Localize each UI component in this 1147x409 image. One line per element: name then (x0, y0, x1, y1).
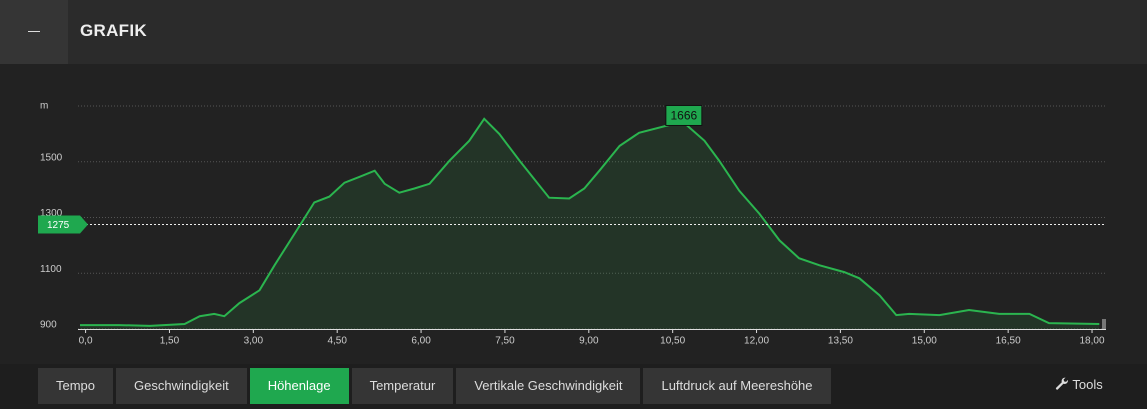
tab[interactable]: Tempo (38, 368, 114, 404)
y-tick-label: 1500 (40, 152, 63, 163)
x-tick-label: 12,00 (744, 336, 769, 347)
tabs: Tempo Geschwindigkeit Höhenlage Temperatur V… (38, 368, 831, 404)
x-tick-label: 3,00 (244, 336, 264, 347)
x-tick-label: 13,50 (828, 336, 853, 347)
plot-background (0, 64, 1147, 364)
tab[interactable]: Geschwindigkeit (116, 368, 247, 404)
tab[interactable]: Luftdruck auf Meereshöhe (643, 368, 831, 404)
x-tick-label: 9,00 (579, 336, 599, 347)
x-tick-label: 1,50 (160, 336, 180, 347)
minus-icon (28, 31, 40, 32)
x-tick-label: 0,0 (79, 336, 93, 347)
x-tick-label: 10,50 (660, 336, 685, 347)
peak-marker (665, 104, 703, 126)
reference-marker (38, 215, 88, 234)
tab[interactable]: Temperatur (351, 368, 454, 404)
area-fill (80, 118, 1100, 329)
y-tick-label: 900 (40, 320, 57, 331)
tools-button[interactable]: Tools (1055, 377, 1103, 392)
wrench-icon (1055, 377, 1068, 390)
title: GRAFIK (80, 21, 147, 40)
reference-label: 1275 (47, 220, 70, 231)
elevation-line (80, 117, 1100, 327)
x-tick-label: 6,00 (411, 336, 431, 347)
tab[interactable]: Höhenlage (249, 368, 349, 404)
collapse-button[interactable] (0, 0, 68, 64)
peak-label: 1666 (671, 109, 698, 123)
chart: 900 1100 1300 1500 m 0,0 1,50 3,00 4,50 6,00 7,50 9… (0, 64, 1147, 364)
x-tick-label: 15,00 (912, 336, 937, 347)
y-tick-label: m (40, 101, 48, 112)
tab[interactable]: Vertikale Geschwindigkeit (456, 368, 641, 404)
tools-label: Tools (1072, 377, 1103, 392)
x-tick-label: 16,50 (996, 336, 1021, 347)
header: GRAFIK (0, 0, 1147, 64)
x-tick-label: 18,00 (1080, 336, 1105, 347)
x-tick-label: 7,50 (495, 336, 515, 347)
y-tick-label: 1300 (40, 208, 63, 219)
axis-end (1102, 319, 1106, 329)
x-tick-label: 4,50 (327, 336, 347, 347)
y-tick-label: 1100 (40, 264, 62, 275)
